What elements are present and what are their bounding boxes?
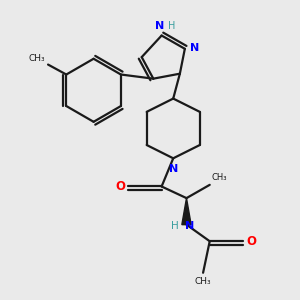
Text: O: O bbox=[246, 235, 256, 248]
Text: H: H bbox=[171, 221, 179, 231]
Text: H: H bbox=[168, 21, 175, 31]
Text: CH₃: CH₃ bbox=[29, 54, 45, 63]
Text: O: O bbox=[115, 180, 125, 193]
Text: N: N bbox=[155, 21, 165, 31]
Text: N: N bbox=[185, 221, 194, 231]
Text: CH₃: CH₃ bbox=[212, 173, 227, 182]
Text: N: N bbox=[169, 164, 178, 174]
Text: CH₃: CH₃ bbox=[195, 277, 212, 286]
Polygon shape bbox=[182, 198, 191, 225]
Text: N: N bbox=[190, 43, 199, 53]
